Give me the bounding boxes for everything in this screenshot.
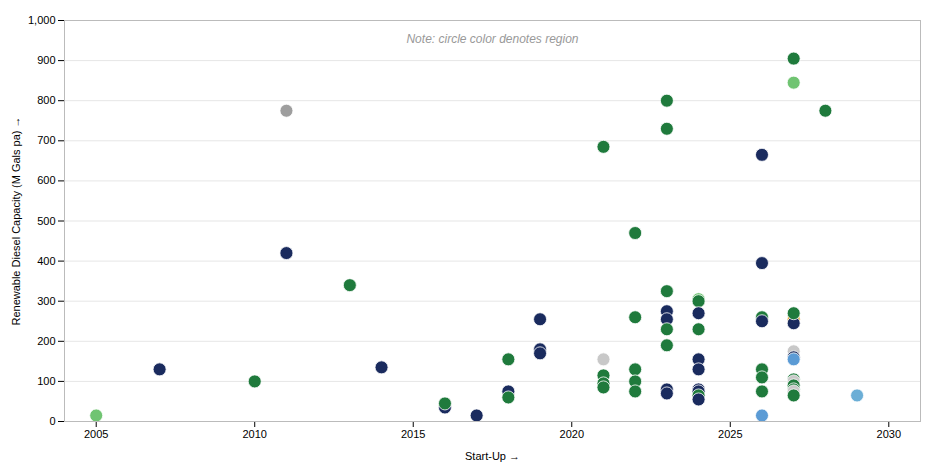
svg-text:400: 400 [37,255,55,267]
svg-text:2020: 2020 [560,428,584,440]
svg-text:1,000: 1,000 [28,14,56,26]
svg-text:700: 700 [37,134,55,146]
svg-text:200: 200 [37,335,55,347]
svg-text:2030: 2030 [877,428,901,440]
svg-text:600: 600 [37,174,55,186]
svg-text:100: 100 [37,375,55,387]
svg-text:Start-Up →: Start-Up → [465,450,520,462]
svg-text:800: 800 [37,94,55,106]
svg-text:2025: 2025 [718,428,742,440]
svg-text:Renewable Diesel Capacity (M G: Renewable Diesel Capacity (M Gals pa) → [10,116,22,325]
svg-text:2010: 2010 [242,428,266,440]
svg-text:300: 300 [37,295,55,307]
svg-text:500: 500 [37,215,55,227]
svg-text:2015: 2015 [401,428,425,440]
svg-text:2005: 2005 [84,428,108,440]
svg-text:900: 900 [37,54,55,66]
svg-text:Note: circle color denotes reg: Note: circle color denotes region [406,32,578,46]
svg-text:0: 0 [49,415,55,427]
